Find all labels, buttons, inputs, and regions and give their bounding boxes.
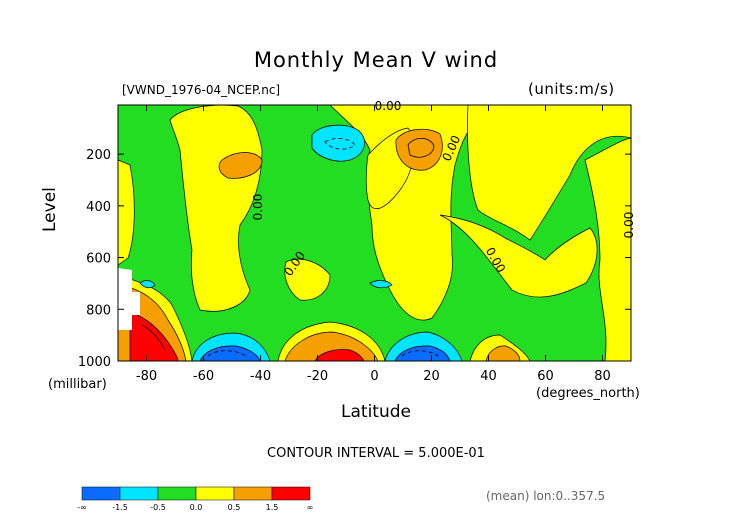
contour-value-label: 0.00: [375, 99, 402, 113]
y-axis-unit: (millibar): [48, 377, 107, 392]
contour-fill-red: [129, 311, 179, 361]
contour-interval-label: CONTOUR INTERVAL = 5.000E-01: [267, 446, 485, 461]
y-tick-label: 400: [86, 200, 111, 215]
missing-data: [118, 268, 140, 330]
colorbar-label: 1.5: [266, 503, 279, 512]
colorbar-swatch: [157, 486, 197, 501]
contour-fill-positive: [439, 214, 598, 298]
contour-fill-red: [314, 349, 365, 361]
x-tick-label: 80: [594, 369, 611, 384]
contour-fill-cyan: [369, 280, 393, 289]
contour-value-label: 0.00: [251, 194, 265, 221]
x-tick-label: -80: [136, 369, 157, 384]
y-tick-label: 200: [86, 148, 111, 163]
x-axis-label: Latitude: [341, 402, 411, 422]
colorbar-swatch: [195, 486, 235, 501]
units-label: (units:m/s): [528, 80, 615, 98]
contour-fill-cyan: [311, 124, 366, 162]
contour-fill-positive: [584, 137, 631, 361]
mean-label: (mean) lon:0..357.5: [486, 489, 606, 503]
colorbar-label: -∞: [77, 503, 87, 512]
contour-line-negative: [324, 138, 356, 150]
colorbar-swatch: [119, 486, 159, 501]
x-tick-label: 40: [480, 369, 497, 384]
colorbar-label: -0.5: [150, 503, 166, 512]
x-axis-unit: (degrees_north): [536, 386, 640, 401]
colorbar-label: 0.0: [190, 503, 203, 512]
colorbar-label: -1.5: [112, 503, 128, 512]
x-ticks: -80 -60 -40 -20 0 20 40 60 80: [136, 105, 611, 384]
contour-fill-cyan: [139, 280, 156, 289]
contour-fill-orange: [218, 152, 263, 179]
contour-line-positive: [141, 324, 166, 351]
colorbar-swatch: [233, 486, 273, 501]
contour-fill-blue: [199, 345, 261, 361]
contour-line-negative: [401, 350, 439, 357]
chart-title: Monthly Mean V wind: [253, 48, 499, 72]
contour-fill-positive: [284, 258, 331, 301]
contour-fill-positive: [467, 105, 631, 241]
x-tick-label: 60: [537, 369, 554, 384]
x-tick-label: -20: [307, 369, 328, 384]
x-tick-label: -40: [250, 369, 271, 384]
x-tick-label: 0: [370, 369, 378, 384]
contour-value-label: 0.00: [622, 212, 636, 239]
contour-fill-orange: [395, 128, 443, 171]
x-tick-label: -60: [193, 369, 214, 384]
colorbar-label: 0.5: [228, 503, 241, 512]
contour-fill-positive: [118, 159, 135, 266]
y-tick-label: 600: [86, 252, 111, 267]
contour-line-positive: [407, 137, 435, 158]
contour-fill-orange: [485, 345, 521, 361]
colorbar: -∞ -1.5 -0.5 0.0 0.5 1.5 ∞: [77, 486, 314, 512]
contour-fill-blue: [394, 345, 451, 361]
contour-line-negative: [207, 350, 247, 357]
colorbar-swatch: [271, 486, 311, 501]
file-label: [VWND_1976-04_NCEP.nc]: [122, 83, 281, 97]
y-tick-label: 1000: [78, 355, 111, 370]
plot-area: [118, 105, 631, 361]
colorbar-swatch: [81, 486, 121, 501]
y-ticks: 200 400 600 800 1000: [78, 148, 631, 370]
y-tick-label: 800: [86, 303, 111, 318]
x-tick-label: 20: [423, 369, 440, 384]
colorbar-label: ∞: [307, 503, 314, 512]
